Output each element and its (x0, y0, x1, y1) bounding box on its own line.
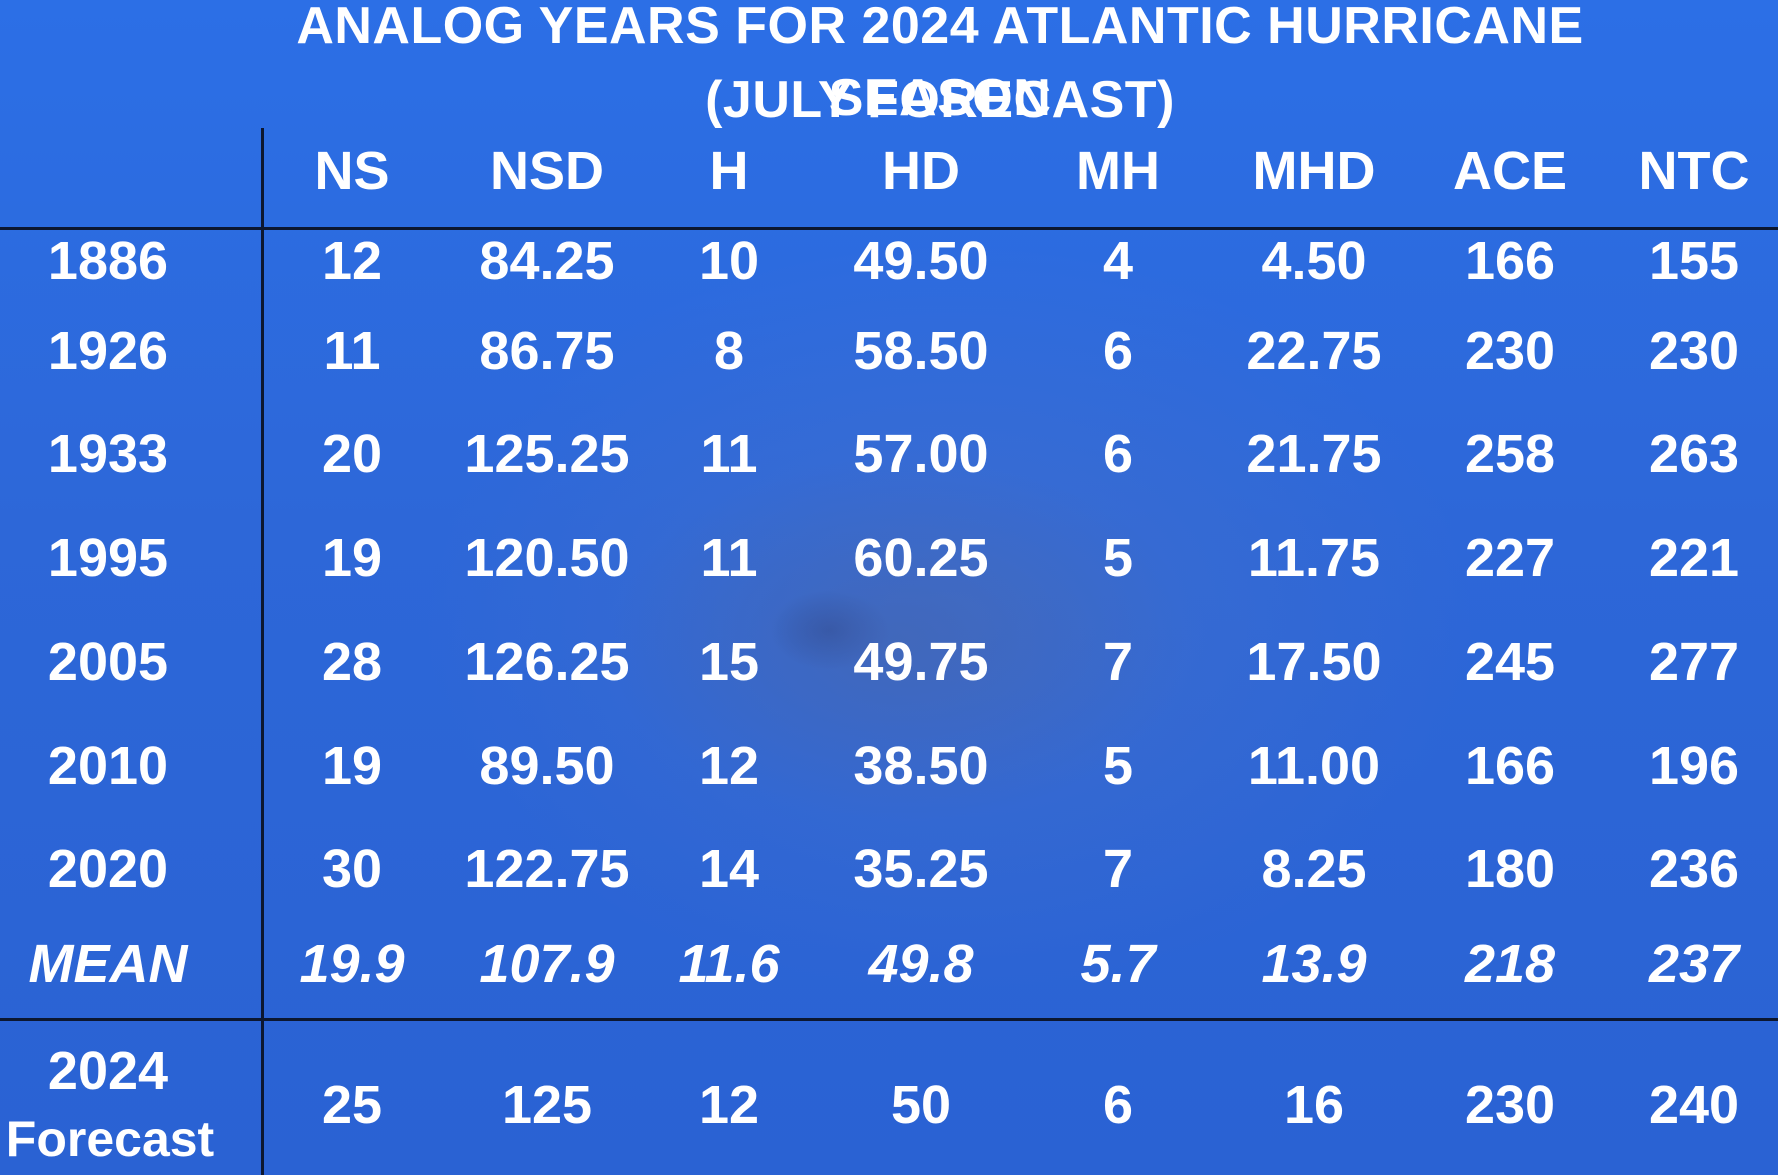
table-cell: 10 (698, 231, 760, 291)
forecast-cell: 125 (501, 1075, 593, 1135)
table-cell: 4 (1102, 231, 1134, 291)
table-cell: 58.50 (853, 321, 989, 381)
mean-cell: 218 (1464, 934, 1556, 994)
table-cell: 126.25 (464, 632, 630, 692)
forecast-cell: 230 (1464, 1075, 1556, 1135)
table-cell: 166 (1464, 736, 1556, 796)
table-cell: 12 (698, 736, 760, 796)
row-label: 1926 (47, 321, 169, 381)
row-label: 2020 (47, 839, 169, 899)
row-label: 1886 (47, 231, 169, 291)
table-cell: 230 (1464, 321, 1556, 381)
table-cell: 21.75 (1246, 424, 1382, 484)
mean-cell: 11.6 (678, 934, 780, 994)
mean-cell: 49.8 (868, 934, 974, 994)
table-cell: 19 (321, 736, 383, 796)
column-header-mh: MH (1076, 141, 1160, 201)
table-cell: 6 (1102, 424, 1134, 484)
forecast-cell: 6 (1102, 1075, 1134, 1135)
column-header-h: H (709, 141, 749, 201)
table-cell: 230 (1648, 321, 1740, 381)
table-cell: 258 (1464, 424, 1556, 484)
mean-cell: 107.9 (479, 934, 615, 994)
table-cell: 11.00 (1247, 736, 1381, 796)
mean-cell: 5.7 (1080, 934, 1156, 994)
table-cell: 196 (1648, 736, 1740, 796)
table-cell: 57.00 (853, 424, 989, 484)
table-cell: 166 (1464, 231, 1556, 291)
table-cell: 7 (1102, 839, 1134, 899)
table-cell: 84.25 (479, 231, 615, 291)
title-line-2: (JULY FORECAST) (705, 71, 1175, 129)
table-cell: 11 (700, 424, 758, 484)
column-header-nsd: NSD (489, 141, 605, 201)
table-cell: 15 (698, 632, 760, 692)
forecast-row-word: Forecast (5, 1111, 215, 1167)
forecast-cell: 25 (321, 1075, 383, 1135)
table-cell: 122.75 (464, 839, 630, 899)
table-cell: 227 (1464, 528, 1556, 588)
table-cell: 5 (1102, 528, 1134, 588)
mean-cell: 19.9 (299, 934, 405, 994)
table-cell: 17.50 (1246, 632, 1382, 692)
table-cell: 19 (321, 528, 383, 588)
table-cell: 125.25 (464, 424, 630, 484)
column-header-hd: HD (882, 141, 960, 201)
forecast-cell: 50 (890, 1075, 952, 1135)
row-label: 1933 (47, 424, 169, 484)
forecast-divider (0, 1018, 1778, 1021)
column-header-ntc: NTC (1638, 141, 1750, 201)
table-cell: 49.75 (853, 632, 989, 692)
table-cell: 180 (1464, 839, 1556, 899)
table-cell: 30 (321, 839, 383, 899)
table-cell: 277 (1648, 632, 1740, 692)
table-cell: 86.75 (479, 321, 615, 381)
table-cell: 89.50 (479, 736, 615, 796)
table-cell: 8 (713, 321, 745, 381)
table-cell: 12 (321, 231, 383, 291)
row-label: 2005 (47, 632, 169, 692)
table-cell: 20 (321, 424, 383, 484)
table-cell: 245 (1464, 632, 1556, 692)
table-cell: 22.75 (1246, 321, 1382, 381)
table-cell: 28 (321, 632, 383, 692)
mean-cell: 13.9 (1261, 934, 1367, 994)
column-divider (261, 128, 264, 1175)
column-header-ns: NS (314, 141, 390, 201)
table-cell: 120.50 (464, 528, 630, 588)
header-divider (0, 227, 1778, 230)
table-cell: 35.25 (853, 839, 989, 899)
table-cell: 155 (1648, 231, 1740, 291)
table-cell: 263 (1648, 424, 1740, 484)
forecast-cell: 12 (698, 1075, 760, 1135)
table-cell: 8.25 (1261, 839, 1367, 899)
table-cell: 38.50 (853, 736, 989, 796)
table-cell: 14 (698, 839, 760, 899)
forecast-cell: 240 (1648, 1075, 1740, 1135)
column-header-mhd: MHD (1252, 141, 1376, 201)
mean-row-label: MEAN (28, 934, 188, 994)
table-cell: 4.50 (1261, 231, 1367, 291)
table-cell: 5 (1102, 736, 1134, 796)
forecast-row-year: 2024 (47, 1041, 169, 1101)
table-cell: 11 (700, 528, 758, 588)
column-header-ace: ACE (1452, 141, 1568, 201)
mean-cell: 237 (1648, 934, 1740, 994)
table-cell: 221 (1648, 528, 1740, 588)
table-cell: 7 (1102, 632, 1134, 692)
table-cell: 60.25 (853, 528, 989, 588)
table-cell: 11 (323, 321, 381, 381)
title-line-1: ANALOG YEARS FOR 2024 ATLANTIC HURRICANE… (296, 0, 1584, 127)
table-cell: 6 (1102, 321, 1134, 381)
forecast-cell: 16 (1283, 1075, 1345, 1135)
table-cell: 49.50 (853, 231, 989, 291)
table-cell: 11.75 (1247, 528, 1381, 588)
row-label: 1995 (47, 528, 169, 588)
row-label: 2010 (47, 736, 169, 796)
table-cell: 236 (1648, 839, 1740, 899)
